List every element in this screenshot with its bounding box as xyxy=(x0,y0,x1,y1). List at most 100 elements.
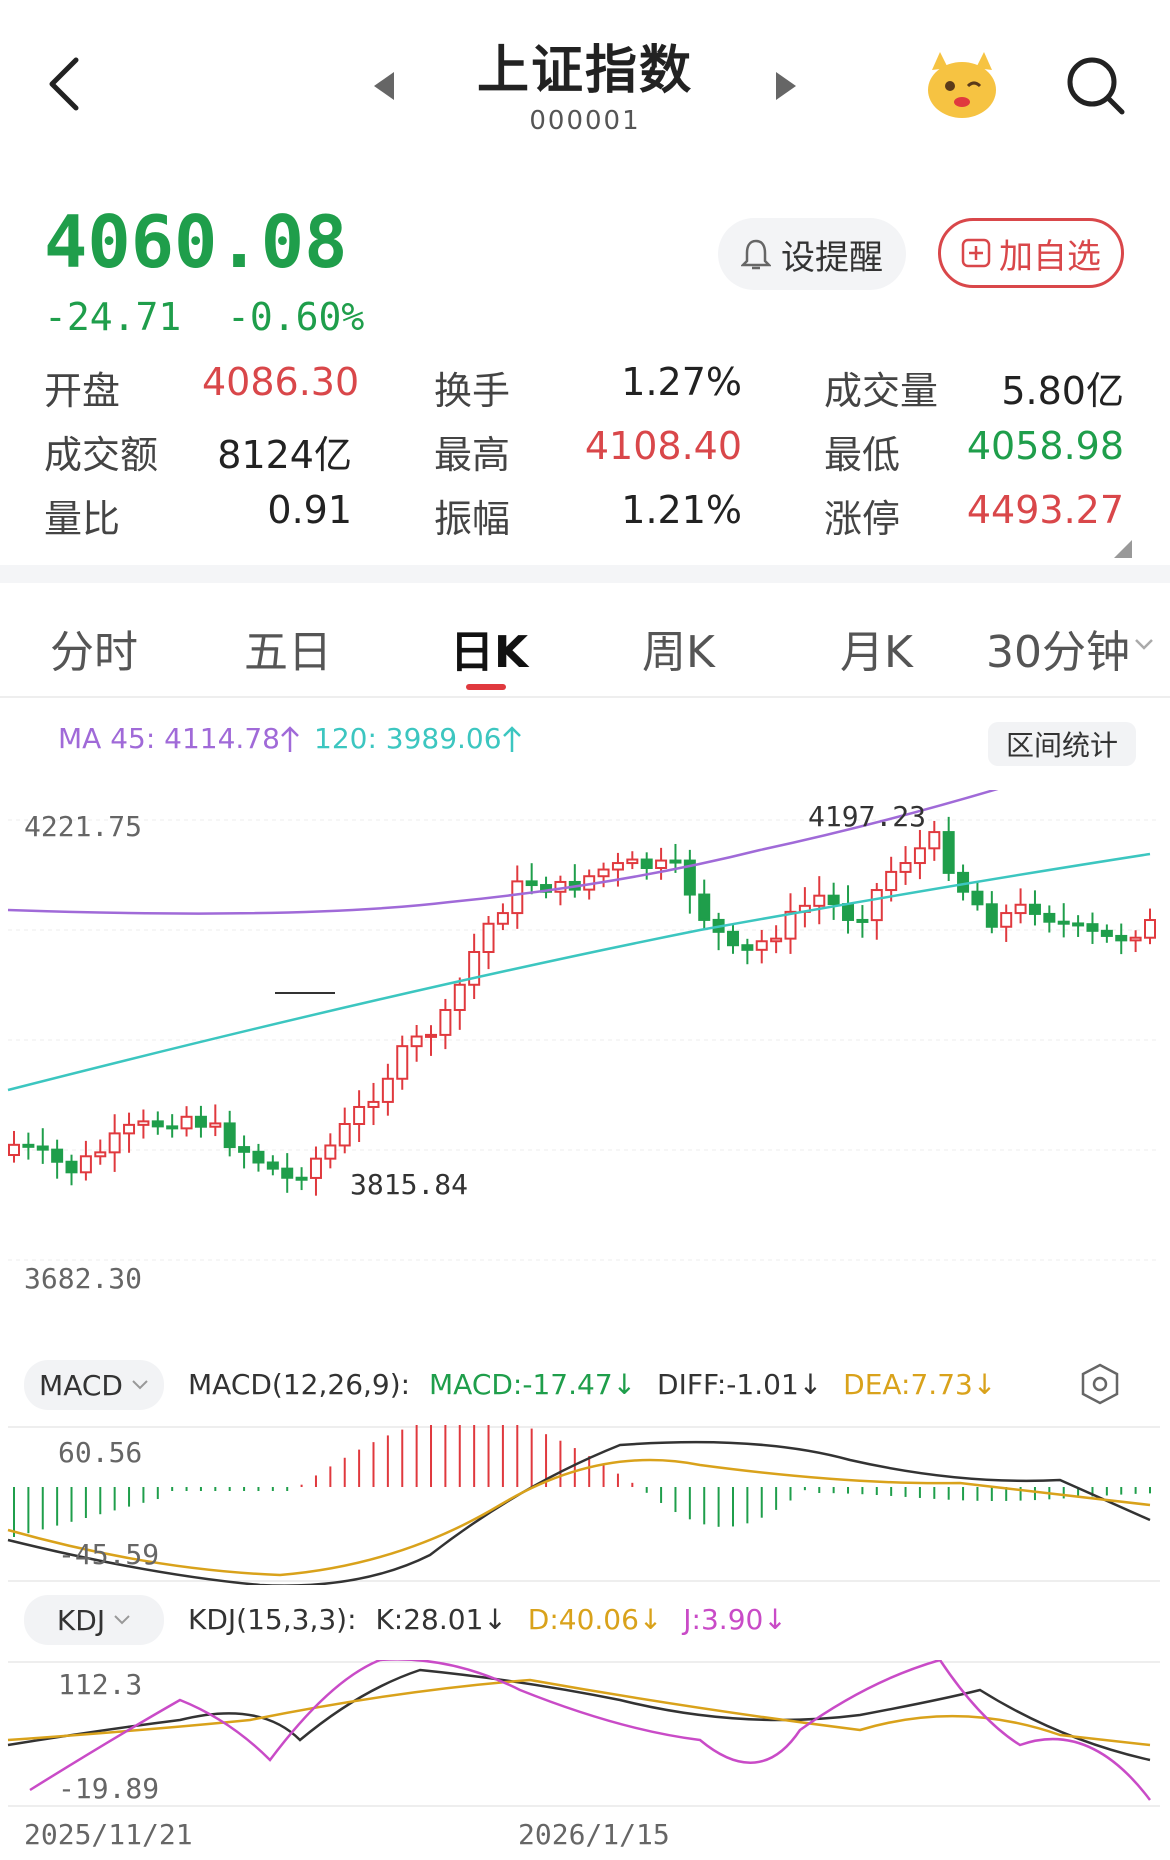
candle-body xyxy=(1000,912,1013,928)
candle-body xyxy=(94,1151,107,1158)
chevron-down-icon[interactable] xyxy=(1134,638,1154,652)
candle-body xyxy=(870,889,883,922)
dea-line xyxy=(7,1458,1151,1577)
candle-body xyxy=(8,1143,20,1157)
next-stock-icon[interactable] xyxy=(774,70,798,102)
macd-value: MACD:-17.47 xyxy=(429,1368,613,1401)
up-arrow-icon xyxy=(502,726,521,752)
tab-daily-k[interactable]: 日K xyxy=(450,627,529,678)
kdj-selector-label: KDJ xyxy=(56,1603,106,1637)
candle-body xyxy=(827,894,840,906)
stat-value: 8124亿 xyxy=(217,433,352,477)
prev-stock-icon[interactable] xyxy=(372,70,396,102)
stock-code: 000001 xyxy=(529,106,641,136)
tab-30min[interactable]: 30分钟 xyxy=(986,627,1130,678)
section-divider xyxy=(0,565,1170,583)
candle-body xyxy=(611,862,624,871)
candle-body xyxy=(842,903,855,921)
candle-body xyxy=(439,1008,452,1036)
stat-label: 最高 xyxy=(434,433,511,477)
candle-body xyxy=(784,910,797,940)
d-value: D:40.06 xyxy=(527,1603,639,1636)
change-amount: -24.71 xyxy=(44,295,182,339)
candle-body xyxy=(885,870,898,892)
tab-five-day[interactable]: 五日 xyxy=(244,627,332,678)
ma45-line xyxy=(7,790,999,915)
kdj-selector[interactable]: KDJ xyxy=(24,1595,164,1645)
kdj-y-top-label: 112.3 xyxy=(58,1668,143,1701)
stat-label: 量比 xyxy=(44,497,121,541)
candle-body xyxy=(511,880,524,915)
stat-label: 开盘 xyxy=(44,369,121,413)
set-alert-button[interactable]: 设提醒 xyxy=(718,218,906,290)
stat-value: 5.80亿 xyxy=(1001,369,1124,413)
x-axis-mid-label: 2026/1/15 xyxy=(518,1818,670,1851)
candlestick-chart[interactable] xyxy=(0,790,1170,1330)
candle-body xyxy=(108,1132,121,1154)
stat-label: 换手 xyxy=(434,369,511,413)
active-tab-indicator xyxy=(466,684,506,690)
candle-body xyxy=(971,890,984,906)
mascot-icon[interactable] xyxy=(922,50,1002,122)
candle-body xyxy=(79,1155,92,1174)
candle-body xyxy=(166,1125,179,1130)
change-percent: -0.60% xyxy=(227,295,365,339)
stat-value: 4493.27 xyxy=(966,488,1124,532)
tab-weekly-k[interactable]: 周K xyxy=(642,627,715,678)
up-arrow-icon xyxy=(281,726,299,752)
j-value: J:3.90 xyxy=(683,1603,764,1636)
bell-icon xyxy=(741,239,771,270)
candle-body xyxy=(1043,912,1056,923)
ma120-line xyxy=(7,852,1151,1092)
stat-label: 成交额 xyxy=(44,433,159,477)
stat-value: 1.21% xyxy=(621,488,742,532)
candle-body xyxy=(1028,903,1041,915)
tab-intraday[interactable]: 分时 xyxy=(50,627,138,678)
top-bar: 上证指数 000001 xyxy=(0,0,1170,170)
candle-body xyxy=(1144,919,1156,939)
stat-value: 4086.30 xyxy=(202,360,360,404)
chevron-down-icon xyxy=(132,1380,148,1390)
candle-body xyxy=(238,1146,251,1153)
d-line xyxy=(7,1678,1151,1747)
kdj-y-bottom-label: -19.89 xyxy=(58,1772,160,1805)
ma120-value: 120: 3989.06 xyxy=(314,722,502,755)
candle-body xyxy=(410,1035,423,1048)
expand-corner-icon[interactable] xyxy=(1114,540,1132,558)
stat-value: 0.91 xyxy=(267,488,352,532)
candle-body xyxy=(338,1122,351,1147)
candle-body xyxy=(353,1105,366,1125)
candle-body xyxy=(51,1148,64,1163)
candle-body xyxy=(367,1100,380,1108)
candle-body xyxy=(655,859,668,869)
candle-body xyxy=(856,918,869,923)
candle-body xyxy=(65,1160,78,1174)
candle-body xyxy=(1129,936,1142,942)
candle-body xyxy=(683,859,696,896)
candle-body xyxy=(985,903,998,928)
candle-body xyxy=(957,871,970,893)
candle-body xyxy=(396,1045,409,1080)
macd-chart[interactable] xyxy=(0,1425,1170,1585)
candle-body xyxy=(496,912,509,925)
candle-body xyxy=(741,944,754,951)
diff-value: DIFF:-1.01 xyxy=(657,1368,799,1401)
stats-row: 开盘 4086.30 换手 1.27% 成交量 5.80亿 xyxy=(44,360,1124,424)
interval-stats-button[interactable]: 区间统计 xyxy=(988,722,1136,766)
kdj-chart[interactable] xyxy=(0,1660,1170,1810)
set-alert-label: 设提醒 xyxy=(781,237,883,278)
add-watchlist-button[interactable]: 加自选 xyxy=(938,218,1124,288)
settings-hexagon-icon[interactable] xyxy=(1078,1362,1122,1406)
macd-selector[interactable]: MACD xyxy=(24,1360,164,1410)
candle-body xyxy=(525,880,538,887)
k-line xyxy=(7,1668,1151,1762)
max-price-label: 4197.23 xyxy=(808,800,927,833)
stats-row: 成交额 8124亿 最高 4108.40 最低 4058.98 xyxy=(44,424,1124,488)
k-value: K:28.01 xyxy=(375,1603,484,1636)
search-icon[interactable] xyxy=(1064,54,1128,118)
stat-label: 振幅 xyxy=(434,497,511,541)
tab-monthly-k[interactable]: 月K xyxy=(840,627,913,678)
candle-body xyxy=(324,1144,337,1160)
candle-body xyxy=(281,1167,294,1179)
back-arrow-icon[interactable] xyxy=(44,56,84,112)
